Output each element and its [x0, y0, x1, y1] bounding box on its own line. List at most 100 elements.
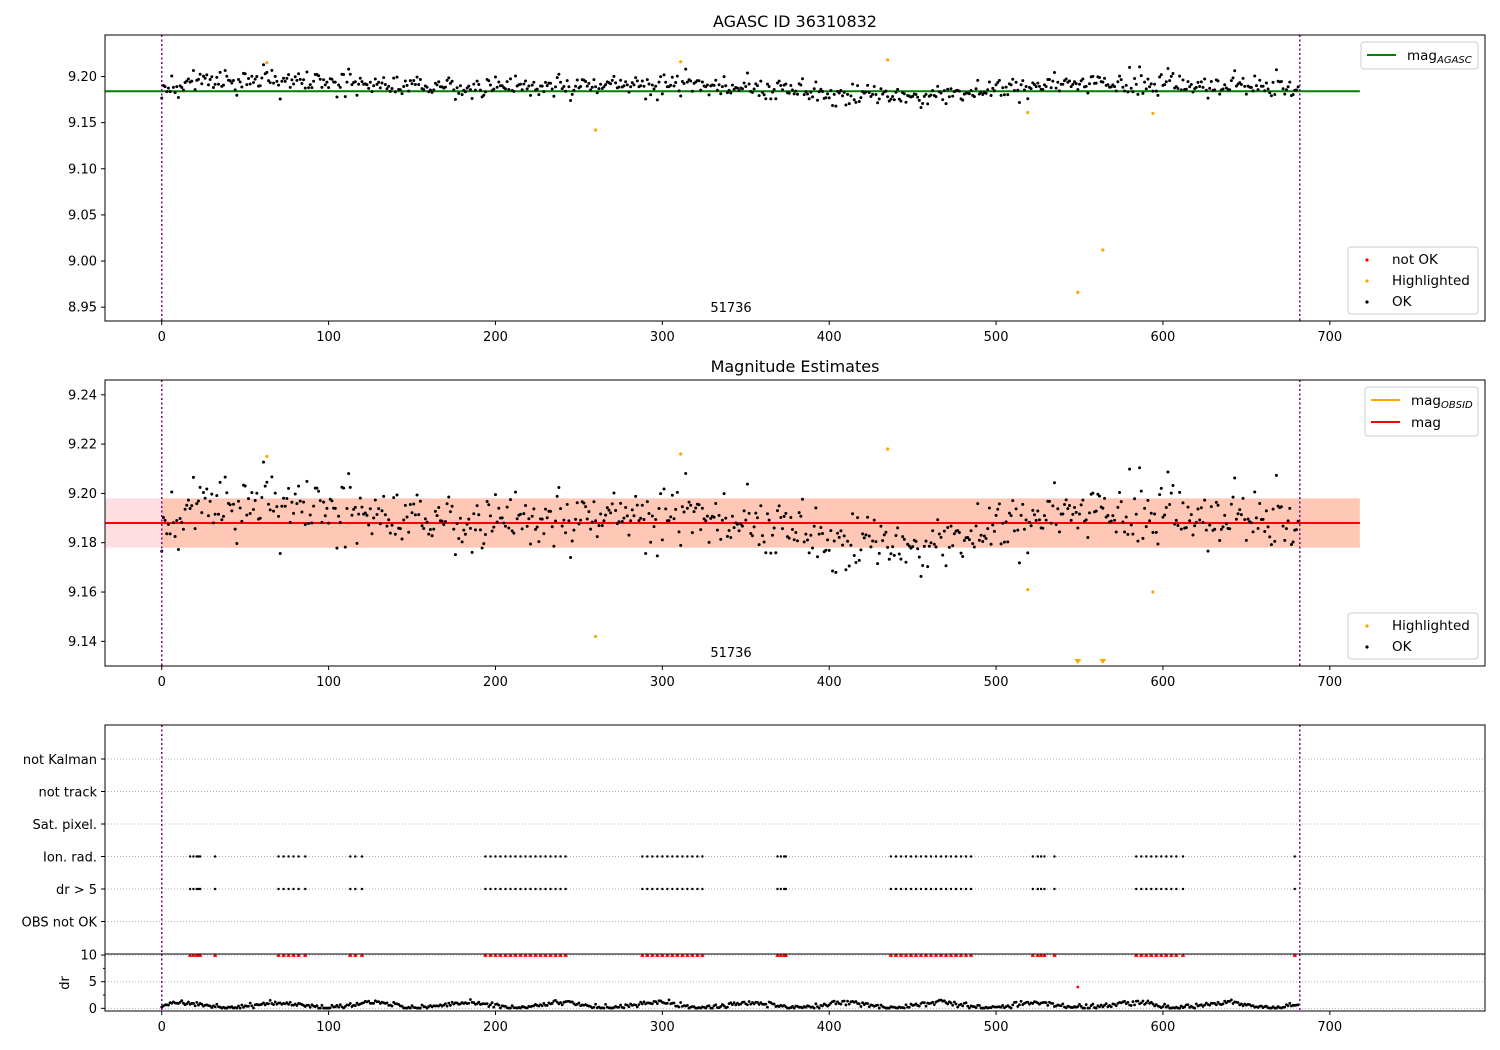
- data-point-ok: [672, 84, 676, 88]
- data-point-ok: [1164, 80, 1168, 84]
- data-point-ok: [472, 512, 476, 516]
- dr-point: [308, 1005, 312, 1009]
- y-tick-label: 9.00: [68, 255, 97, 270]
- data-point-ok: [662, 487, 666, 491]
- data-point-ok: [931, 88, 935, 92]
- dr-point: [854, 1000, 858, 1003]
- dr-point: [445, 1004, 449, 1008]
- data-point-ok: [161, 516, 165, 520]
- data-point-ok: [787, 536, 791, 540]
- data-point-ok: [675, 490, 679, 494]
- dr-point: [509, 1006, 512, 1010]
- data-point-ok: [443, 520, 447, 524]
- data-point-ok: [1223, 83, 1227, 87]
- data-point-ok: [762, 540, 766, 544]
- data-point-ok: [1113, 518, 1117, 522]
- data-point-ok: [1076, 526, 1080, 530]
- data-point-ok: [1254, 84, 1258, 88]
- dr-clipped-marker: [655, 954, 660, 957]
- dr-point: [917, 1004, 921, 1008]
- dr-point: [1094, 1006, 1098, 1010]
- flag-point: [539, 855, 542, 858]
- dr-point: [902, 1006, 906, 1010]
- data-point-ok: [252, 81, 256, 85]
- data-point-ok: [712, 83, 716, 87]
- data-point-ok: [642, 84, 646, 88]
- data-point-ok: [597, 524, 601, 528]
- data-point-ok: [594, 519, 598, 523]
- data-point-ok: [1036, 81, 1040, 85]
- data-point-ok: [303, 86, 307, 90]
- data-point-ok: [447, 76, 451, 80]
- data-point-ok: [493, 493, 497, 497]
- flag-point: [1150, 855, 1153, 858]
- data-point-ok: [560, 87, 564, 91]
- data-point-ok: [383, 513, 387, 517]
- data-point-ok: [1019, 83, 1023, 87]
- data-point-ok: [317, 74, 321, 78]
- data-point-ok: [831, 104, 835, 108]
- data-point-ok: [1189, 513, 1193, 517]
- data-point-ok: [425, 85, 429, 89]
- offscale-marker: [1099, 659, 1107, 664]
- data-point-ok: [941, 98, 945, 102]
- data-point-ok: [357, 82, 361, 86]
- data-point-ok: [275, 505, 279, 509]
- data-point-ok: [277, 514, 281, 518]
- data-point-ok: [460, 540, 464, 544]
- data-point-ok: [230, 81, 234, 85]
- flag-point: [514, 855, 517, 858]
- flag-point: [651, 855, 654, 858]
- dr-clipped-marker: [553, 954, 558, 957]
- data-point-ok: [1281, 87, 1285, 91]
- y-tick-label: 9.16: [68, 586, 97, 601]
- dr-clipped-marker: [680, 954, 685, 957]
- dr-point: [450, 1000, 454, 1004]
- data-point-ok: [1061, 82, 1065, 86]
- data-point-ok: [744, 85, 748, 89]
- data-point-ok: [584, 79, 588, 83]
- data-point-ok: [495, 85, 499, 89]
- data-point-ok: [398, 527, 402, 531]
- data-point-ok: [267, 502, 271, 506]
- data-point-ok: [819, 87, 823, 91]
- data-point-ok: [423, 517, 427, 521]
- flag-point: [914, 887, 918, 891]
- data-point-ok: [452, 527, 456, 531]
- dr-point: [665, 1001, 669, 1005]
- data-point-ok: [866, 83, 870, 87]
- data-point-ok: [1022, 88, 1026, 92]
- data-point-ok: [1231, 495, 1235, 499]
- flag-point: [1135, 887, 1138, 891]
- x-tick-label: 700: [1317, 675, 1342, 690]
- data-point-ok: [530, 83, 534, 87]
- data-point-ok: [358, 496, 362, 500]
- data-point-ok: [1294, 88, 1298, 92]
- data-point-ok: [512, 89, 516, 93]
- data-point-ok: [1029, 87, 1033, 91]
- data-point-ok: [375, 512, 379, 516]
- data-point-highlighted: [593, 634, 598, 639]
- data-point-ok: [1116, 505, 1120, 509]
- data-point-ok: [337, 83, 341, 87]
- data-point-ok: [929, 93, 933, 97]
- data-point-ok: [866, 515, 870, 519]
- data-point-ok: [180, 85, 184, 89]
- data-point-ok: [1213, 88, 1217, 92]
- data-point-ok: [1283, 538, 1287, 542]
- data-point-ok: [1283, 92, 1287, 96]
- data-point-ok: [352, 507, 356, 511]
- flag-point: [939, 887, 943, 891]
- data-point-ok: [727, 88, 731, 92]
- dr-point: [1144, 1001, 1148, 1005]
- data-point-ok: [1264, 509, 1268, 513]
- dr-clipped-marker: [528, 954, 533, 957]
- dr-clipped-marker: [645, 954, 650, 957]
- flag-point: [499, 855, 502, 858]
- data-point-ok: [211, 86, 215, 90]
- data-point-ok: [327, 86, 331, 90]
- data-point-ok: [629, 85, 633, 89]
- data-point-ok: [592, 500, 596, 504]
- data-point-ok: [589, 88, 593, 92]
- data-point-ok: [829, 88, 833, 92]
